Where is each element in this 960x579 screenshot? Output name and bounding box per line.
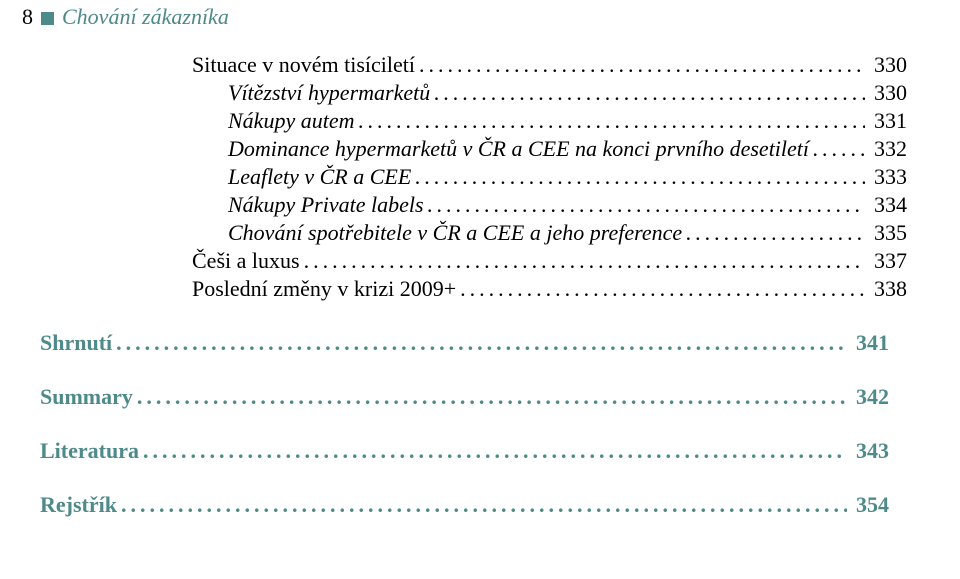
page-header: 8 Chování zákazníka xyxy=(22,4,942,30)
toc-leader: ........................................… xyxy=(430,80,865,106)
section-label: Rejstřík xyxy=(40,492,117,518)
toc-page: 332 xyxy=(865,136,907,162)
section-page: 343 xyxy=(847,438,889,464)
section-leader: ........................................… xyxy=(133,384,847,410)
section-leader: ........................................… xyxy=(117,492,847,518)
toc-page: 331 xyxy=(865,108,907,134)
toc-leader: ........................................… xyxy=(411,164,865,190)
toc-entry: Vítězství hypermarketů .................… xyxy=(192,80,907,106)
section-entry: Rejstřík ...............................… xyxy=(22,492,942,518)
toc-label: Leaflety v ČR a CEE xyxy=(228,164,411,190)
toc-entry: Nákupy Private labels ..................… xyxy=(192,192,907,218)
toc-page: 333 xyxy=(865,164,907,190)
page-number: 8 xyxy=(22,4,33,30)
section-page: 342 xyxy=(847,384,889,410)
toc-entry: Poslední změny v krizi 2009+ ...........… xyxy=(192,276,907,302)
section-label: Shrnutí xyxy=(40,330,112,356)
toc-label: Nákupy Private labels xyxy=(228,192,424,218)
section-page: 354 xyxy=(847,492,889,518)
toc-label: Chování spotřebitele v ČR a CEE a jeho p… xyxy=(228,220,682,246)
toc-leader: ........................................… xyxy=(809,136,865,162)
toc-leader: ........................................… xyxy=(456,276,865,302)
toc-label: Češi a luxus xyxy=(192,248,300,274)
book-title: Chování zákazníka xyxy=(62,4,229,30)
toc-entry: Dominance hypermarketů v ČR a CEE na kon… xyxy=(192,136,907,162)
toc-page: 330 xyxy=(865,52,907,78)
toc-page: 337 xyxy=(865,248,907,274)
toc-leader: ........................................… xyxy=(424,192,865,218)
toc-label: Nákupy autem xyxy=(228,108,354,134)
section-label: Literatura xyxy=(40,438,139,464)
toc-label: Dominance hypermarketů v ČR a CEE na kon… xyxy=(228,136,809,162)
section-entry: Literatura .............................… xyxy=(22,438,942,464)
toc-label: Situace v novém tisíciletí xyxy=(192,52,415,78)
toc-page: 330 xyxy=(865,80,907,106)
toc-leader: ........................................… xyxy=(415,52,865,78)
toc-entry: Češi a luxus ...........................… xyxy=(192,248,907,274)
toc-entry: Chování spotřebitele v ČR a CEE a jeho p… xyxy=(192,220,907,246)
section-label: Summary xyxy=(40,384,133,410)
toc-page: 334 xyxy=(865,192,907,218)
toc-label: Vítězství hypermarketů xyxy=(228,80,430,106)
section-page: 341 xyxy=(847,330,889,356)
toc-entry: Leaflety v ČR a CEE ....................… xyxy=(192,164,907,190)
square-bullet-icon xyxy=(41,12,54,25)
toc-leader: ........................................… xyxy=(682,220,865,246)
table-of-contents: Situace v novém tisíciletí .............… xyxy=(22,52,942,302)
section-leader: ........................................… xyxy=(112,330,847,356)
section-entry: Summary ................................… xyxy=(22,384,942,410)
toc-entry: Situace v novém tisíciletí .............… xyxy=(192,52,907,78)
toc-leader: ........................................… xyxy=(300,248,865,274)
toc-page: 338 xyxy=(865,276,907,302)
toc-page: 335 xyxy=(865,220,907,246)
toc-label: Poslední změny v krizi 2009+ xyxy=(192,276,456,302)
section-entry: Shrnutí ................................… xyxy=(22,330,942,356)
toc-leader: ........................................… xyxy=(354,108,865,134)
section-leader: ........................................… xyxy=(139,438,847,464)
toc-entry: Nákupy autem ...........................… xyxy=(192,108,907,134)
